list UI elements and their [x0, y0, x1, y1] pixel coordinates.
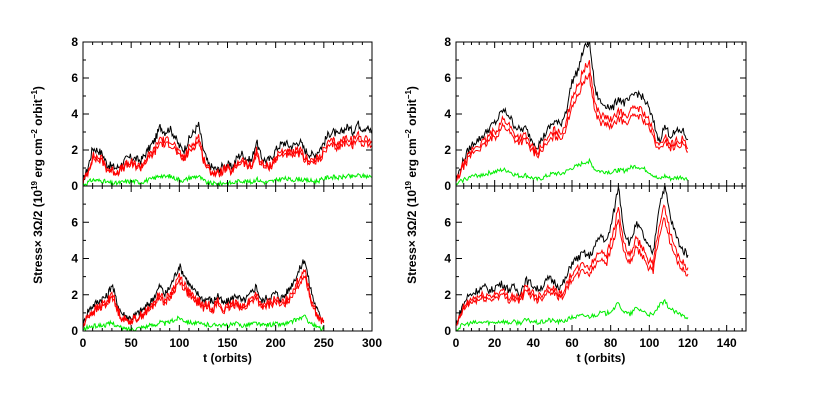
ylabel-exp1: 19: [30, 180, 39, 189]
ytick-label: 0: [444, 324, 451, 338]
ytick-label: 4: [71, 107, 78, 121]
xtick-label: 300: [362, 336, 382, 350]
series-maxwell: [83, 268, 325, 329]
left-ylabel: Stress× 3Ω/2 (1019 erg cm−2 orbit−1): [30, 86, 45, 284]
ylabel-text: Stress× 3Ω/2 (10: [31, 190, 45, 284]
panel-left-bottom: 0 2 4 6 0 50 100 150 200 250 300 t (orbits): [71, 185, 382, 365]
ylabel-mid: erg cm: [405, 138, 419, 181]
series-maxwell-lower: [456, 216, 689, 326]
series-reynolds: [83, 314, 325, 331]
plot-frame: [455, 185, 747, 332]
xlabel: t (orbits): [203, 351, 252, 365]
xtick-label: 200: [266, 336, 286, 350]
ytick-label: 4: [444, 107, 451, 121]
xtick-label: 20: [488, 336, 502, 350]
ytick-label: 6: [71, 71, 78, 85]
xtick-label: 0: [453, 336, 460, 350]
panel-right-top: 0 2 4 6 8: [444, 35, 747, 193]
ylabel-mid2: orbit: [31, 99, 45, 129]
series-reynolds: [456, 298, 689, 331]
ylabel-exp1: 19: [404, 180, 413, 189]
xlabel: t (orbits): [577, 351, 626, 365]
ytick-label: 6: [71, 215, 78, 229]
series-maxwell: [456, 60, 689, 182]
series-reynolds: [456, 157, 689, 186]
xtick-label: 140: [717, 336, 737, 350]
ytick-label: 6: [444, 71, 451, 85]
right-ylabel: Stress× 3Ω/2 (1019 erg cm−2 orbit−1): [404, 86, 419, 284]
ytick-label: 0: [71, 179, 78, 193]
ytick-label: 2: [71, 143, 78, 157]
xtick-label: 150: [217, 336, 237, 350]
ytick-label: 4: [444, 252, 451, 266]
ylabel-mid2: orbit: [405, 99, 419, 129]
ylabel-exp3: −1: [404, 90, 413, 100]
ylabel-exp2: −2: [30, 129, 39, 139]
series-total: [83, 259, 325, 329]
ylabel-text: Stress× 3Ω/2 (10: [405, 190, 419, 284]
series-maxwell: [456, 204, 689, 326]
series-maxwell-lower: [83, 274, 325, 329]
ytick-label: 4: [71, 252, 78, 266]
ytick-label: 6: [444, 215, 451, 229]
xtick-label: 100: [169, 336, 189, 350]
ytick-label: 8: [444, 35, 451, 49]
xtick-label: 100: [639, 336, 659, 350]
xtick-label: 40: [527, 336, 541, 350]
series-total: [83, 120, 372, 180]
series-maxwell-lower: [83, 135, 372, 186]
series-maxwell: [83, 130, 372, 186]
ylabel-mid: erg cm: [31, 138, 45, 181]
xtick-label: 50: [124, 336, 138, 350]
ytick-label: 2: [444, 288, 451, 302]
ytick-label: 0: [444, 179, 451, 193]
ytick-label: 0: [71, 324, 78, 338]
ylabel-end: ): [31, 86, 45, 90]
ylabel-exp3: −1: [30, 90, 39, 100]
xtick-label: 120: [678, 336, 698, 350]
xtick-label: 0: [80, 336, 87, 350]
ytick-label: 2: [71, 288, 78, 302]
ytick-label: 2: [444, 143, 451, 157]
ylabel-end: ): [405, 86, 419, 90]
series-total: [456, 186, 689, 325]
plot-frame: [82, 185, 373, 332]
series-maxwell-lower: [456, 72, 689, 182]
ytick-label: 8: [71, 35, 78, 49]
xtick-label: 250: [314, 336, 334, 350]
series-total: [456, 42, 689, 182]
panel-left-top: 0 2 4 6 8: [71, 35, 373, 193]
ylabel-exp2: −2: [404, 129, 413, 139]
xtick-label: 60: [565, 336, 579, 350]
xtick-label: 80: [604, 336, 618, 350]
